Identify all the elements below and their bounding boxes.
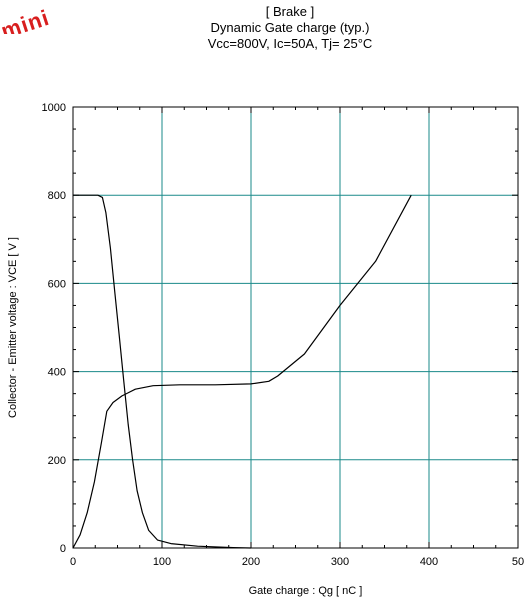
y-tick-label: 600 xyxy=(48,278,66,290)
y-tick-label: 200 xyxy=(48,455,66,467)
y-tick-label: 800 xyxy=(48,190,66,202)
chart-title: [ Brake ] Dynamic Gate charge (typ.) Vcc… xyxy=(120,4,460,52)
x-tick-label: 50 xyxy=(512,556,524,568)
y-axis-label: Collector - Emitter voltage : VCE [ V ] xyxy=(7,237,19,418)
y-tick-label: 0 xyxy=(60,543,66,555)
y-tick-label: 400 xyxy=(48,367,66,379)
title-line-1: [ Brake ] xyxy=(265,4,315,19)
title-line-3: Vcc=800V, Ic=50A, Tj= 25°C xyxy=(207,36,373,51)
title-line-2: Dynamic Gate charge (typ.) xyxy=(210,20,370,35)
series-line-2 xyxy=(72,194,412,549)
x-tick-label: 0 xyxy=(70,556,76,568)
x-tick-label: 200 xyxy=(242,556,260,568)
x-axis-label: Gate charge : Qg [ nC ] xyxy=(249,585,363,597)
x-tick-label: 300 xyxy=(331,556,349,568)
x-tick-label: 100 xyxy=(153,556,171,568)
y-tick-label: 1000 xyxy=(42,102,66,114)
x-tick-label: 400 xyxy=(420,556,438,568)
plot-frame xyxy=(72,106,519,549)
series-line-1 xyxy=(73,194,252,549)
